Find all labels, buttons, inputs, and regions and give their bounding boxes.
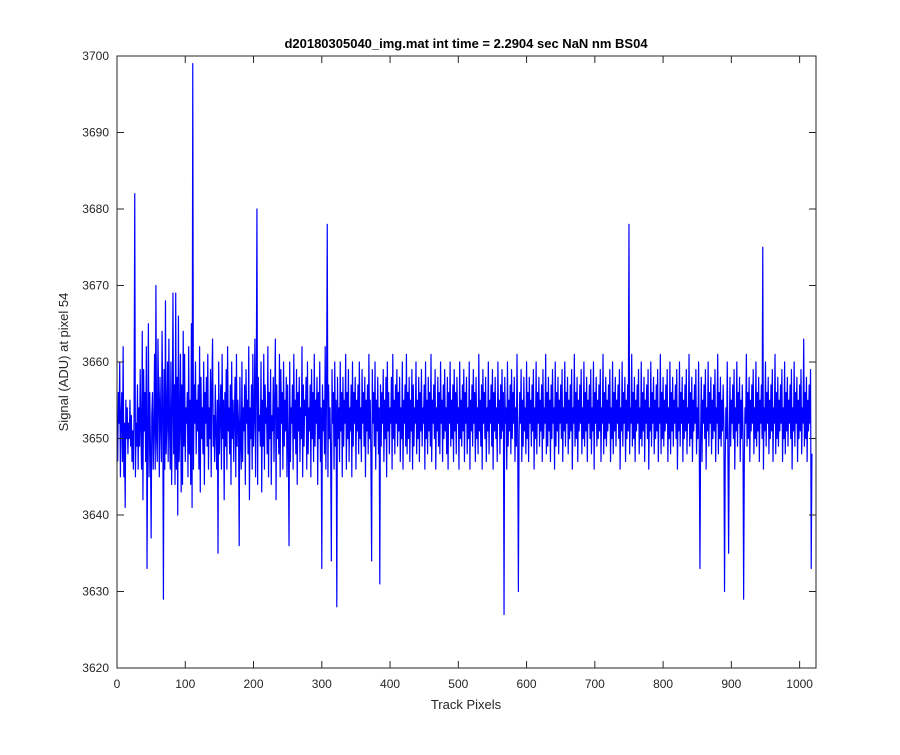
y-tick-label: 3630 xyxy=(82,585,109,599)
y-axis: 3620 3630 3640 3650 3660 3670 3680 3690 3700 xyxy=(82,49,816,675)
y-tick-label: 3660 xyxy=(82,355,109,369)
x-tick-label: 300 xyxy=(312,677,332,691)
chart-title: d20180305040_img.mat int time = 2.2904 s… xyxy=(284,36,648,51)
x-axis: 0 100 200 300 400 500 600 700 800 900 1000 xyxy=(114,56,813,691)
y-tick-label: 3690 xyxy=(82,126,109,140)
x-tick-label: 800 xyxy=(653,677,673,691)
series-layer xyxy=(117,63,813,616)
y-tick-label: 3670 xyxy=(82,279,109,293)
y-tick-label: 3640 xyxy=(82,508,109,522)
x-tick-label: 600 xyxy=(517,677,537,691)
y-tick-label: 3620 xyxy=(82,661,109,675)
x-tick-label: 900 xyxy=(721,677,741,691)
series-line-0 xyxy=(117,63,813,616)
y-tick-label: 3680 xyxy=(82,202,109,216)
x-tick-label: 1000 xyxy=(786,677,813,691)
y-tick-label: 3700 xyxy=(82,49,109,63)
y-tick-label: 3650 xyxy=(82,432,109,446)
x-tick-label: 400 xyxy=(380,677,400,691)
x-tick-label: 0 xyxy=(114,677,121,691)
x-tick-label: 100 xyxy=(175,677,195,691)
x-axis-label: Track Pixels xyxy=(431,697,502,712)
x-tick-label: 500 xyxy=(448,677,468,691)
x-tick-label: 700 xyxy=(585,677,605,691)
x-tick-label: 200 xyxy=(244,677,264,691)
y-axis-label: Signal (ADU) at pixel 54 xyxy=(56,293,71,432)
